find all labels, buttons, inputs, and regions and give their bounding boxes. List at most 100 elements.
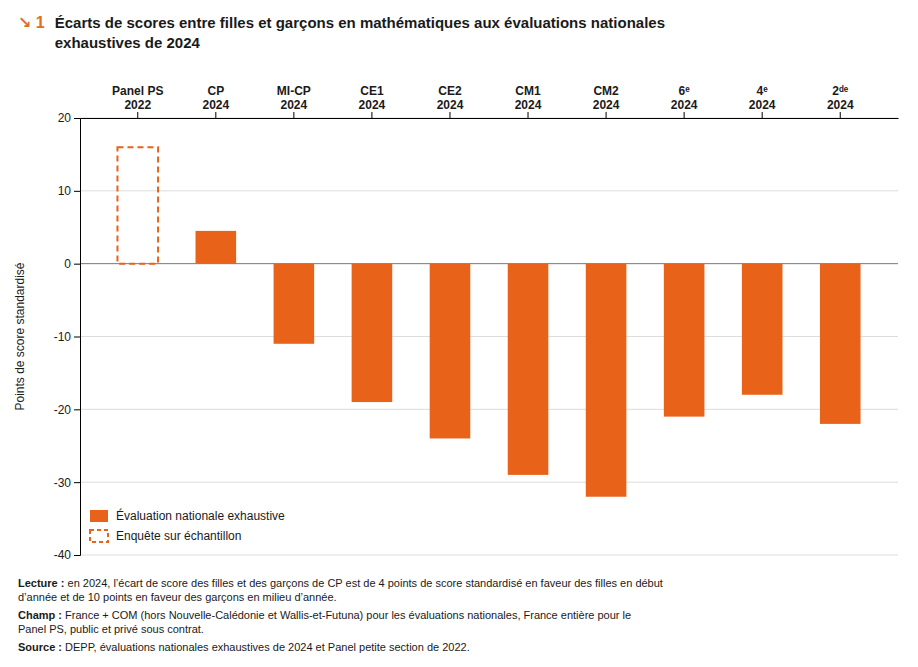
footnote-text: DEPP, évaluations nationales exhaustives… — [62, 641, 470, 653]
bar — [742, 264, 783, 395]
x-tick-mark — [137, 112, 138, 118]
y-tick-mark — [74, 191, 80, 192]
y-tick-mark — [74, 555, 80, 556]
footnote-label: Lecture : — [18, 577, 64, 589]
x-tick-label: CM22024 — [593, 84, 620, 112]
x-tick-label-line: 2024 — [359, 98, 386, 112]
x-tick-label-line: 2024 — [281, 98, 308, 112]
y-tick-mark — [74, 264, 80, 265]
y-axis: -40 -30 -20 -10 0 10 20 — [54, 111, 81, 562]
footnote-text: France + COM (hors Nouvelle-Calédonie et… — [18, 609, 631, 635]
y-tick-label: 0 — [64, 257, 71, 271]
y-tick: 10 — [58, 184, 80, 198]
bar — [664, 264, 705, 417]
y-tick: -20 — [54, 403, 80, 417]
y-tick-mark — [74, 482, 80, 483]
x-tick-label-line: 2022 — [124, 98, 151, 112]
x-tick-label-line: CE2 — [438, 84, 462, 98]
x-axis-line — [81, 118, 899, 119]
x-tick-label: 6ᵉ2024 — [671, 84, 698, 112]
footnote-label: Champ : — [18, 609, 62, 621]
grid-line — [80, 482, 898, 483]
y-tick-label: -20 — [54, 403, 72, 417]
bar — [586, 264, 627, 497]
x-tick-label-line: 2024 — [827, 98, 854, 112]
legend: Évaluation nationale exhaustive Enquête s… — [90, 508, 285, 543]
x-tick-mark — [449, 112, 450, 118]
x-tick-label: CP2024 — [202, 84, 229, 112]
x-tick-mark — [215, 112, 216, 118]
legend-swatch — [90, 510, 108, 522]
y-tick-mark — [74, 409, 80, 410]
y-tick-mark — [74, 337, 80, 338]
x-tick-label-line: 2024 — [749, 98, 776, 112]
x-tick-mark — [528, 112, 529, 118]
footnote-label: Source : — [18, 641, 62, 653]
x-tick: 4ᵉ2024 — [749, 84, 776, 118]
x-tick-label: 2ᵈᵉ2024 — [827, 84, 854, 112]
bar — [196, 231, 237, 264]
legend-item: Enquête sur échantillon — [90, 529, 241, 543]
x-tick-label-line: 2024 — [671, 98, 698, 112]
grid-line — [80, 190, 898, 191]
footnote-line: DEPP, évaluations nationales exhaustives… — [62, 641, 470, 653]
x-tick-label: 4ᵉ2024 — [749, 84, 776, 112]
title-number: ↘ 1 — [18, 14, 45, 31]
y-tick: -40 — [54, 548, 80, 562]
grid-line — [80, 555, 898, 556]
y-tick: -30 — [54, 476, 80, 490]
x-tick-mark — [762, 112, 763, 118]
x-tick-label-line: 2ᵈᵉ — [832, 84, 848, 98]
x-tick-label-line: 6ᵉ — [679, 84, 691, 98]
legend-label: Enquête sur échantillon — [116, 529, 241, 543]
x-tick: Panel PS2022 — [112, 84, 163, 118]
x-tick-label-line: 2024 — [202, 98, 229, 112]
x-tick-label: MI-CP2024 — [277, 84, 311, 112]
grid-line — [80, 118, 898, 119]
bar — [274, 264, 315, 344]
bar — [820, 264, 861, 424]
x-tick-mark — [371, 112, 372, 118]
y-tick-label: 20 — [58, 111, 72, 125]
y-axis-line — [74, 119, 81, 556]
x-tick-mark — [293, 112, 294, 118]
legend-item: Évaluation nationale exhaustive — [90, 508, 285, 523]
y-tick: -10 — [54, 330, 80, 344]
bar — [508, 264, 549, 475]
title: Écarts de scores entre filles et garçons… — [55, 14, 665, 51]
x-tick-label: CE22024 — [437, 84, 464, 112]
x-tick-label-line: 2024 — [593, 98, 620, 112]
title-line: Écarts de scores entre filles et garçons… — [55, 14, 665, 31]
x-tick: CM12024 — [515, 84, 542, 118]
y-tick-mark — [74, 118, 80, 119]
x-tick-label-line: 2024 — [515, 98, 542, 112]
x-tick-label-line: CE1 — [360, 84, 384, 98]
footnote-text: en 2024, l’écart de score des filles et … — [18, 577, 663, 603]
footnote-line: France + COM (hors Nouvelle-Calédonie et… — [62, 609, 631, 621]
legend-swatch — [90, 530, 108, 542]
grid — [80, 118, 898, 555]
footnote-line: en 2024, l’écart de score des filles et … — [64, 577, 662, 589]
x-tick-label-line: 2024 — [437, 98, 464, 112]
footnote-line: Panel PS, public et privé sous contrat. — [18, 623, 204, 635]
bar — [352, 264, 393, 402]
x-tick-label-line: CM1 — [515, 84, 541, 98]
x-tick-label-line: Panel PS — [112, 84, 163, 98]
x-tick-mark — [684, 112, 685, 118]
bar — [430, 264, 471, 439]
x-tick-label-line: CP — [207, 84, 224, 98]
x-tick: CM22024 — [593, 84, 620, 118]
chart-root: ↘ 1 Écarts de scores entre filles et garç… — [0, 0, 918, 667]
x-tick-label-line: CM2 — [593, 84, 619, 98]
y-tick: 0 — [64, 257, 80, 271]
bars — [117, 147, 860, 497]
x-tick: 6ᵉ2024 — [671, 84, 698, 118]
grid-line — [80, 409, 898, 410]
y-tick: 20 — [58, 111, 80, 125]
x-tick: 2ᵈᵉ2024 — [827, 84, 854, 118]
x-tick-mark — [606, 112, 607, 118]
x-tick-mark — [840, 112, 841, 118]
x-tick-label-line: 4ᵉ — [757, 84, 769, 98]
y-tick-label: -40 — [54, 548, 72, 562]
y-tick-label: -30 — [54, 476, 72, 490]
